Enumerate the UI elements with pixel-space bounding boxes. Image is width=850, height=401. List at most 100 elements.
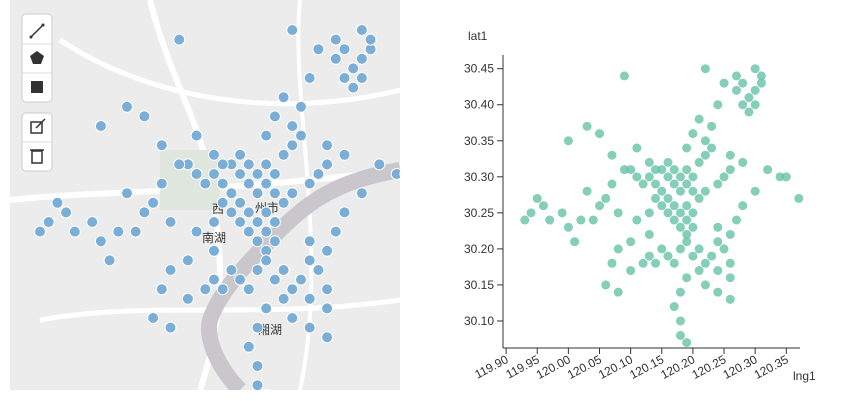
point bbox=[682, 229, 692, 239]
map-marker bbox=[268, 110, 281, 123]
point bbox=[750, 186, 760, 196]
point bbox=[526, 208, 536, 218]
draw-line-button[interactable] bbox=[29, 23, 45, 39]
map-marker bbox=[51, 196, 64, 209]
point bbox=[632, 215, 642, 225]
point bbox=[682, 201, 692, 211]
x-tick-label: 120.10 bbox=[596, 352, 635, 382]
point bbox=[651, 165, 661, 175]
map-marker bbox=[268, 216, 281, 228]
point bbox=[669, 165, 679, 175]
draw-rectangle-button[interactable] bbox=[31, 81, 43, 93]
edit-button[interactable] bbox=[30, 118, 46, 134]
map-marker bbox=[303, 235, 316, 248]
map-marker bbox=[251, 168, 264, 180]
map-marker bbox=[321, 244, 334, 257]
point bbox=[731, 71, 741, 81]
map-marker bbox=[42, 216, 55, 228]
point bbox=[613, 208, 623, 218]
map-marker bbox=[347, 62, 360, 75]
map-marker bbox=[208, 168, 220, 180]
map-marker bbox=[216, 158, 229, 171]
point bbox=[588, 215, 598, 225]
point bbox=[682, 143, 692, 153]
delete-button[interactable] bbox=[30, 149, 44, 164]
map-marker bbox=[277, 292, 290, 305]
point bbox=[675, 316, 685, 326]
x-tick-label: 120.00 bbox=[534, 352, 573, 382]
point bbox=[688, 222, 698, 232]
map-marker bbox=[164, 321, 177, 334]
map-marker bbox=[277, 148, 290, 161]
point bbox=[675, 172, 685, 182]
map-marker bbox=[303, 292, 316, 305]
point bbox=[675, 244, 685, 254]
point bbox=[663, 208, 673, 218]
map-marker bbox=[321, 158, 334, 171]
point bbox=[756, 71, 766, 81]
scatter-chart: lat1 lng1 30.10 30.15 30.20 30.25 30.30 30.35… bbox=[464, 29, 816, 383]
point bbox=[675, 330, 685, 340]
point bbox=[763, 165, 773, 175]
draw-polygon-button[interactable] bbox=[30, 51, 44, 64]
map-marker bbox=[312, 168, 325, 180]
map-marker bbox=[347, 81, 360, 94]
map-marker bbox=[234, 148, 247, 161]
map-marker bbox=[181, 254, 194, 267]
point bbox=[682, 165, 692, 175]
point bbox=[613, 244, 623, 254]
point bbox=[738, 157, 748, 167]
map-marker bbox=[355, 24, 368, 36]
point bbox=[601, 193, 611, 203]
map-marker bbox=[303, 177, 316, 190]
point bbox=[694, 244, 704, 254]
map-marker bbox=[155, 139, 168, 152]
map-marker bbox=[286, 120, 299, 132]
map-marker bbox=[112, 225, 125, 238]
map-marker bbox=[286, 139, 299, 152]
x-axis-label: lng1 bbox=[793, 369, 816, 383]
map-marker bbox=[251, 379, 264, 390]
map[interactable]: 西 州市 南湖 湘湖 bbox=[10, 0, 428, 400]
map-marker bbox=[260, 129, 273, 142]
point bbox=[781, 172, 791, 182]
point bbox=[694, 266, 704, 276]
point bbox=[731, 85, 741, 95]
point bbox=[694, 193, 704, 203]
point bbox=[582, 121, 592, 131]
point bbox=[725, 229, 735, 239]
point bbox=[626, 165, 636, 175]
point bbox=[570, 237, 580, 247]
map-marker bbox=[295, 129, 307, 142]
map-marker bbox=[312, 264, 325, 276]
map-marker bbox=[321, 331, 334, 344]
map-marker bbox=[181, 292, 194, 305]
map-marker bbox=[199, 177, 212, 190]
point bbox=[607, 150, 617, 160]
point bbox=[619, 165, 629, 175]
point bbox=[613, 287, 623, 297]
point bbox=[750, 64, 760, 74]
point bbox=[682, 215, 692, 225]
point bbox=[744, 107, 754, 117]
point bbox=[651, 258, 661, 268]
map-marker bbox=[260, 225, 273, 238]
map-marker bbox=[94, 235, 107, 248]
map-marker bbox=[121, 187, 133, 200]
map-marker bbox=[164, 216, 177, 228]
map-marker bbox=[103, 254, 116, 267]
point bbox=[725, 165, 735, 175]
point bbox=[725, 258, 735, 268]
map-marker bbox=[138, 206, 151, 219]
x-tick-label: 119.95 bbox=[503, 352, 541, 381]
map-marker bbox=[208, 148, 220, 161]
map-marker bbox=[68, 225, 81, 238]
point bbox=[644, 157, 654, 167]
map-marker bbox=[234, 168, 247, 180]
map-marker bbox=[286, 187, 299, 200]
point bbox=[669, 302, 679, 312]
y-tick-label: 30.30 bbox=[464, 170, 494, 184]
point bbox=[657, 186, 667, 196]
point bbox=[644, 251, 654, 261]
x-tick-label: 120.30 bbox=[721, 352, 760, 382]
